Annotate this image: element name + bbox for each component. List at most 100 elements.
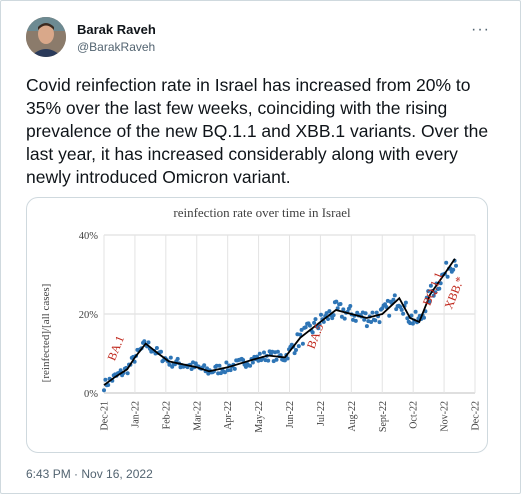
data-point (154, 346, 159, 350)
x-tick-label: Dec-22 (471, 401, 482, 430)
data-point (444, 260, 449, 265)
data-point (202, 363, 207, 368)
data-point (106, 383, 111, 387)
y-tick-label: 40% (79, 231, 99, 242)
data-point (307, 323, 312, 328)
x-tick-labels: Dec-21 Jan-22 Feb-22 Mar-22 Apr-22 May-22 Jun-… (100, 401, 482, 433)
data-point (316, 326, 321, 331)
data-point (275, 349, 280, 354)
x-tick-label: Apr-22 (223, 401, 234, 430)
x-tick-label: Jun-22 (285, 401, 296, 428)
y-tick-label: 0% (84, 389, 98, 400)
author-handle[interactable]: @BarakRaveh (77, 40, 156, 54)
data-point (445, 274, 450, 279)
data-point (341, 307, 346, 312)
data-point (363, 311, 368, 316)
x-tick-label: Dec-21 (100, 401, 111, 430)
data-point (214, 363, 219, 368)
data-point (334, 299, 339, 304)
x-tick-label: Mar-22 (192, 401, 203, 431)
data-point (168, 355, 173, 360)
data-point (362, 317, 367, 322)
data-point (426, 289, 431, 294)
chart-grid (103, 234, 476, 394)
author-name[interactable]: Barak Raveh (77, 22, 156, 37)
data-point (223, 370, 227, 375)
data-point (399, 307, 404, 312)
data-point (324, 311, 329, 316)
data-point (454, 263, 458, 268)
data-point (326, 317, 330, 321)
data-point (431, 293, 436, 298)
data-point (369, 320, 374, 324)
data-point (335, 306, 340, 311)
data-point (401, 311, 406, 316)
data-point (405, 316, 410, 321)
data-point (266, 358, 271, 363)
avatar-image (26, 17, 66, 57)
more-horizontal-icon[interactable]: ··· (471, 21, 490, 38)
x-tick-label: Nov-22 (440, 401, 451, 432)
data-point (377, 320, 382, 325)
data-point (303, 325, 308, 330)
data-point (422, 315, 426, 320)
data-point (250, 360, 255, 365)
data-point (370, 310, 375, 315)
data-point (118, 368, 123, 373)
data-point (330, 316, 335, 321)
data-point (338, 302, 343, 306)
data-point (384, 305, 389, 309)
data-point (175, 356, 180, 361)
y-tick-labels: 0% 20% 40% (79, 231, 99, 400)
data-point (232, 366, 237, 371)
data-point (296, 344, 301, 349)
data-point (228, 368, 233, 373)
data-point (224, 360, 229, 365)
data-point (103, 377, 108, 382)
data-point (217, 363, 222, 368)
data-point (298, 332, 303, 337)
data-point (146, 340, 151, 345)
x-tick-label: Jan-22 (130, 401, 141, 428)
data-point (392, 293, 397, 298)
data-point (403, 300, 408, 305)
data-point (348, 304, 353, 308)
avatar[interactable] (26, 17, 66, 57)
data-point (294, 348, 298, 352)
data-point (433, 290, 438, 295)
data-point (125, 371, 130, 376)
data-point (310, 330, 315, 335)
data-point (248, 363, 253, 368)
y-tick-label: 20% (79, 310, 99, 321)
data-point (241, 358, 246, 362)
variant-label: BQ.1.1 (420, 270, 446, 307)
data-point (292, 351, 297, 356)
data-point (313, 317, 318, 322)
data-point (274, 357, 279, 362)
data-point (159, 349, 163, 354)
data-point (102, 388, 106, 393)
x-tick-label: Jul-22 (316, 401, 327, 426)
data-point (327, 309, 332, 314)
data-point (394, 307, 399, 312)
data-point (391, 297, 396, 302)
x-tick-label: Feb-22 (161, 401, 172, 429)
y-axis-label: [reinfected]/[all cases] (40, 284, 52, 383)
data-point (451, 267, 456, 272)
trend-line (103, 258, 456, 386)
data-point (319, 312, 323, 317)
data-point (427, 299, 432, 304)
data-point (410, 321, 415, 326)
x-tick-label: May-22 (254, 401, 265, 433)
chart-title: reinfection rate over time in Israel (173, 205, 351, 220)
data-point (225, 368, 230, 373)
tweet-timestamp[interactable]: 6:43 PM · Nov 16, 2022 (26, 467, 153, 481)
data-point (364, 324, 369, 329)
data-point (312, 320, 317, 325)
data-point (142, 339, 147, 344)
data-point (353, 318, 358, 323)
tweet-media[interactable]: reinfection rate over time in Israel [re… (26, 197, 488, 453)
chart: reinfection rate over time in Israel [re… (40, 205, 482, 433)
variant-label: XBB.* (441, 275, 467, 311)
